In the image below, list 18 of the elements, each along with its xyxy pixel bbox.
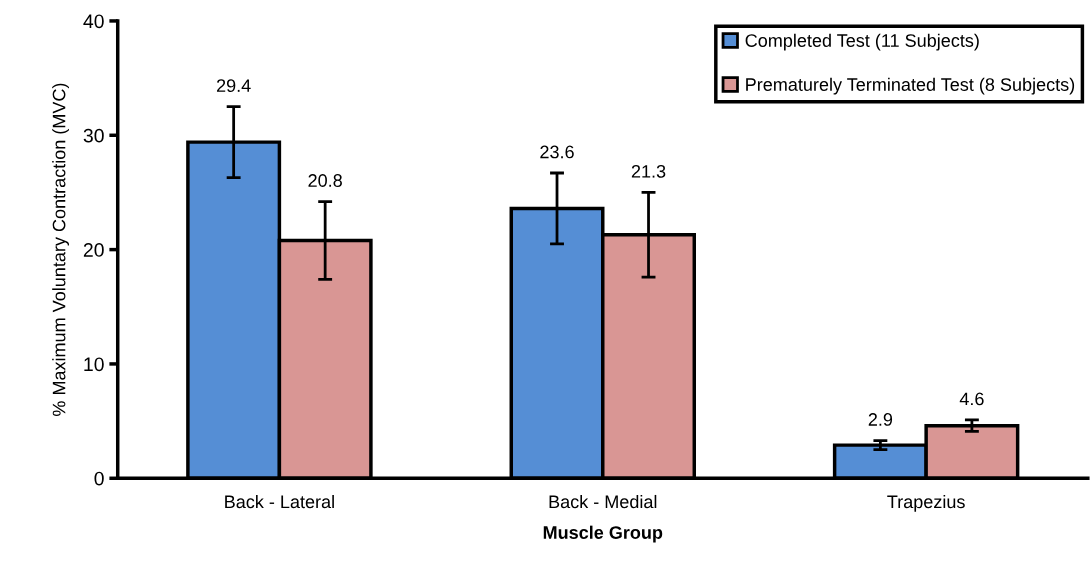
data-label: 23.6 (540, 145, 574, 159)
y-tick-label: 40 (83, 14, 104, 29)
y-axis-title: % Maximum Voluntary Contraction (MVC) (52, 83, 70, 417)
x-tick-label: Back - Medial (549, 494, 657, 509)
y-tick-label: 10 (84, 357, 104, 372)
x-axis-title: Muscle Group (543, 525, 663, 543)
data-label: 29.4 (216, 79, 251, 93)
data-label: 2.9 (868, 413, 893, 426)
legend-label: Prematurely Terminated Test (8 Subjects) (746, 77, 1075, 95)
x-tick-label: Trapezius (887, 494, 965, 512)
data-label: 4.6 (959, 392, 984, 406)
y-tick-label: 30 (83, 128, 104, 143)
data-label: 20.8 (308, 174, 342, 187)
data-label: 21.3 (631, 164, 666, 178)
x-tick-label: Back - Lateral (225, 494, 334, 509)
y-tick-label: 0 (94, 471, 104, 486)
y-tick-label: 20 (83, 243, 104, 257)
legend-label: Completed Test (11 Subjects) (745, 33, 979, 51)
